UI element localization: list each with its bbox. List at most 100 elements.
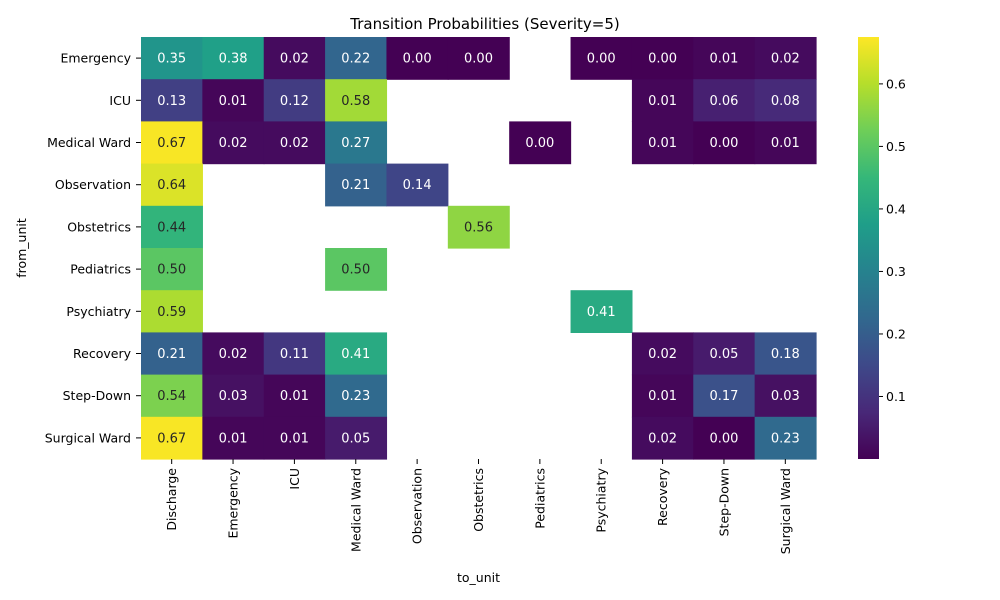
- cell-value-label: 0.02: [648, 431, 677, 446]
- cell-value-label: 0.44: [157, 220, 186, 235]
- y-tick-label: Surgical Ward: [45, 430, 131, 445]
- heatmap-cell: [631, 79, 694, 122]
- cell-value-label: 0.01: [280, 389, 309, 404]
- x-axis: Discharge Emergency ICU Medical Ward Observa…: [164, 459, 793, 554]
- cell-value-label: 0.05: [341, 431, 370, 446]
- heatmap-cell: [754, 332, 817, 376]
- cell-value-label: 0.50: [341, 263, 370, 278]
- cell-value-label: 0.64: [157, 178, 186, 193]
- y-tick-label: Pediatrics: [70, 262, 131, 277]
- cell-value-label: 0.06: [709, 94, 738, 109]
- heatmap-cell: [754, 374, 817, 418]
- heatmap-cell: [693, 332, 756, 376]
- heatmap-cell: [202, 121, 265, 165]
- x-tick-label: Observation: [410, 468, 425, 544]
- cell-value-label: 0.22: [341, 52, 370, 67]
- heatmap-cell: [754, 37, 817, 80]
- cell-value-label: 0.01: [771, 136, 800, 151]
- cell-value-label: 0.01: [648, 94, 677, 109]
- cell-value-label: 0.02: [648, 347, 677, 362]
- cell-value-label: 0.02: [280, 52, 309, 67]
- heatmap-cell: [141, 416, 203, 460]
- cell-value-label: 0.41: [587, 305, 616, 320]
- y-tick-label: Obstetrics: [67, 219, 131, 234]
- cell-value-label: 0.00: [464, 52, 493, 67]
- heatmap-cell: [631, 121, 694, 165]
- heatmap-cell: [141, 121, 203, 165]
- cell-value-label: 0.02: [771, 52, 800, 67]
- cell-value-label: 0.23: [341, 389, 370, 404]
- cell-value-label: 0.01: [219, 94, 248, 109]
- heatmap-cell: [754, 416, 817, 460]
- x-tick-label: Step-Down: [716, 468, 731, 536]
- cell-value-label: 0.50: [157, 263, 186, 278]
- heatmap-cell: [325, 163, 388, 207]
- cell-value-label: 0.00: [648, 52, 677, 67]
- x-axis-label: to_unit: [457, 570, 500, 585]
- x-tick-label: Psychiatry: [594, 467, 609, 532]
- heatmap-cell: [141, 248, 203, 291]
- cell-value-label: 0.56: [464, 220, 493, 235]
- cell-value-label: 0.00: [587, 52, 616, 67]
- heatmap-cell: [386, 37, 449, 80]
- cell-value-label: 0.58: [341, 94, 370, 109]
- x-tick-label: ICU: [287, 468, 302, 490]
- cell-value-label: 0.03: [219, 389, 248, 404]
- heatmap-cell: [141, 79, 203, 122]
- heatmap-cells: 0.35 0.38 0.02 0.22 0.00 0.00 0.00 0.00 0.01 0.02…: [141, 37, 817, 460]
- heatmap-cell: [325, 374, 388, 418]
- heatmap-cell: [386, 163, 449, 207]
- cell-value-label: 0.35: [157, 52, 186, 67]
- heatmap-cell: [202, 374, 265, 418]
- x-tick-label: Surgical Ward: [778, 468, 793, 554]
- heatmap-cell: [447, 37, 510, 80]
- heatmap-cell: [325, 79, 388, 122]
- y-tick-label: Recovery: [73, 346, 132, 361]
- x-tick-label: Emergency: [226, 467, 241, 538]
- cell-value-label: 0.38: [219, 52, 248, 67]
- cell-value-label: 0.11: [280, 347, 309, 362]
- colorbar-tick-label: 0.5: [886, 139, 906, 154]
- heatmap-cell: [325, 121, 388, 165]
- cell-value-label: 0.23: [771, 431, 800, 446]
- y-axis: Emergency ICU Medical Ward Observation Obste…: [45, 51, 141, 445]
- cell-value-label: 0.00: [403, 52, 432, 67]
- heatmap-cell: [141, 332, 203, 376]
- y-tick-label: ICU: [109, 93, 131, 108]
- heatmap-cell: [263, 37, 326, 80]
- heatmap-cell: [631, 332, 694, 376]
- cell-value-label: 0.54: [157, 389, 186, 404]
- x-tick-label: Medical Ward: [348, 468, 363, 552]
- cell-value-label: 0.03: [771, 389, 800, 404]
- heatmap-cell: [693, 121, 756, 165]
- heatmap-cell: [141, 163, 203, 207]
- heatmap-cell: [447, 205, 510, 249]
- cell-value-label: 0.02: [280, 136, 309, 151]
- heatmap-cell: [141, 37, 203, 80]
- heatmap-cell: [693, 416, 756, 460]
- colorbar-tick-label: 0.3: [886, 264, 906, 279]
- cell-value-label: 0.01: [709, 52, 738, 67]
- cell-value-label: 0.21: [341, 178, 370, 193]
- heatmap-cell: [754, 121, 817, 165]
- heatmap-cell: [570, 37, 633, 80]
- y-tick-label: Observation: [55, 177, 131, 192]
- heatmap-cell: [325, 248, 388, 291]
- cell-value-label: 0.02: [219, 136, 248, 151]
- cell-value-label: 0.00: [709, 136, 738, 151]
- heatmap-cell: [509, 121, 572, 165]
- y-tick-label: Medical Ward: [47, 135, 131, 150]
- x-tick-label: Pediatrics: [532, 468, 547, 529]
- cell-value-label: 0.67: [157, 431, 186, 446]
- cell-value-label: 0.01: [648, 136, 677, 151]
- heatmap-cell: [325, 416, 388, 460]
- heatmap-cell: [631, 37, 694, 80]
- heatmap-cell: [693, 374, 756, 418]
- heatmap-cell: [754, 79, 817, 122]
- cell-value-label: 0.67: [157, 136, 186, 151]
- cell-value-label: 0.01: [280, 431, 309, 446]
- cell-value-label: 0.13: [157, 94, 186, 109]
- heatmap-cell: [263, 416, 326, 460]
- cell-value-label: 0.08: [771, 94, 800, 109]
